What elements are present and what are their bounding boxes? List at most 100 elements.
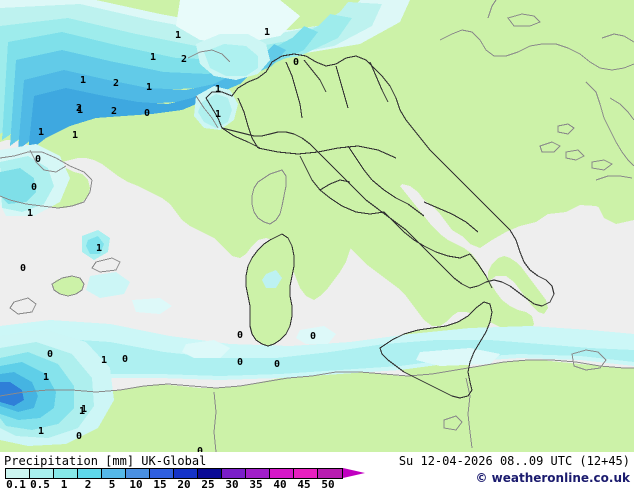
- border-africa-coast: [0, 359, 634, 397]
- coast-pantelleria: [443, 415, 463, 431]
- precip-label: 1: [37, 426, 45, 437]
- coast-islands-3: [539, 141, 561, 153]
- land-croatia-coast: [596, 176, 634, 224]
- forecast-datetime: Su 12-04-2026 08..09 UTC (12+45): [398, 454, 630, 468]
- border-region-piemonte: [237, 97, 259, 149]
- border-liguria: [221, 127, 261, 149]
- border-region-veneto: [335, 65, 349, 109]
- precip-label: 1: [42, 372, 50, 383]
- copyright-notice: © weatheronline.co.uk: [475, 471, 630, 485]
- border-region-emilia: [257, 145, 397, 159]
- color-swatch-10: [126, 469, 150, 478]
- coast-dalmatia: [595, 175, 633, 181]
- border-region-puglia: [423, 201, 479, 233]
- precip-label: 1: [263, 27, 271, 38]
- coast-italy-main: [205, 53, 555, 307]
- precip-blob-sea-4: [416, 348, 500, 366]
- precip-label: 1: [76, 105, 84, 116]
- border-france-italy: [195, 95, 219, 129]
- precip-label: 1: [78, 406, 86, 417]
- precip-label: 1: [26, 208, 34, 219]
- scale-tick-2: 2: [84, 478, 92, 490]
- map-borders: [0, 0, 634, 452]
- scale-tick-0.1: 0.1: [6, 478, 26, 490]
- precip-label: 0: [30, 182, 38, 193]
- scale-tick-45: 45: [297, 478, 311, 490]
- coast-islands-4: [565, 149, 585, 161]
- precip-label: 2: [112, 78, 120, 89]
- precip-blob-sea-1: [86, 272, 130, 298]
- precip-label: 0: [309, 331, 317, 342]
- precip-label: 0: [292, 57, 300, 68]
- precip-label: 0: [46, 349, 54, 360]
- color-swatch-30: [222, 469, 246, 478]
- border-france-spain: [0, 151, 93, 181]
- scale-tick-40: 40: [273, 478, 287, 490]
- land-calabria: [488, 256, 548, 314]
- color-swatch-25: [198, 469, 222, 478]
- precip-label: 0: [121, 354, 129, 365]
- color-swatch-0.5: [30, 469, 54, 478]
- precip-blob-sea-5: [132, 298, 172, 314]
- border-france-switz: [187, 49, 231, 63]
- color-swatch-15: [150, 469, 174, 478]
- coast-islands-5: [591, 159, 613, 171]
- precip-label: 1: [149, 52, 157, 63]
- color-scale-overflow-arrow: [343, 468, 365, 478]
- color-swatch-20: [174, 469, 198, 478]
- precip-label: 0: [143, 108, 151, 119]
- precip-label: 0: [236, 330, 244, 341]
- border-friuli: [369, 61, 389, 103]
- legend-title: Precipitation [mm] UK-Global: [4, 454, 207, 468]
- precip-label: 1: [100, 355, 108, 366]
- border-balkans-4: [609, 97, 634, 121]
- coast-mallorca: [51, 275, 85, 297]
- precip-liguria-inner: [198, 94, 232, 128]
- color-swatch-45: [294, 469, 318, 478]
- precip-band-15-nw: [28, 84, 220, 152]
- precip-label: 1: [95, 243, 103, 254]
- border-region-calabria: [469, 253, 493, 289]
- precip-blob-balearic-n2: [86, 236, 104, 254]
- land-north-africa: [0, 360, 634, 452]
- scale-tick-35: 35: [249, 478, 263, 490]
- precip-label: 0: [196, 446, 204, 453]
- precip-label: 1: [145, 82, 153, 93]
- scale-tick-30: 30: [225, 478, 239, 490]
- precip-label: 2: [75, 103, 83, 114]
- precip-blob-sea-3: [296, 326, 336, 344]
- color-swatch-40: [270, 469, 294, 478]
- scale-tick-5: 5: [108, 478, 116, 490]
- land-mallorca: [52, 276, 84, 296]
- color-swatch-35: [246, 469, 270, 478]
- coast-islands-1: [507, 13, 541, 27]
- land-corsica: [252, 170, 286, 224]
- precip-blob-sea-2: [182, 340, 230, 358]
- precip-label: 1: [37, 127, 45, 138]
- precip-blob-sardinia: [262, 270, 282, 288]
- precip-band-10-nw: [18, 64, 254, 150]
- color-swatch-0.1: [6, 469, 30, 478]
- coast-corsica: [251, 169, 287, 225]
- scale-tick-50: 50: [321, 478, 335, 490]
- precip-label: 0: [34, 154, 42, 165]
- coast-islands-2: [557, 123, 575, 135]
- map-footer: Precipitation [mm] UK-Global Su 12-04-20…: [0, 452, 634, 490]
- border-africa-internal: [213, 391, 217, 452]
- border-balkans-3: [601, 33, 634, 43]
- scale-tick-25: 25: [201, 478, 215, 490]
- scale-tick-20: 20: [177, 478, 191, 490]
- color-swatch-2: [78, 469, 102, 478]
- border-trentino: [303, 59, 327, 93]
- color-scale: 0.1 0.5 1 2 5 10 15 20 25 30 35 40 45 50: [5, 468, 365, 490]
- precip-label: 0: [75, 431, 83, 442]
- land-sardinia: [246, 234, 294, 346]
- border-region-abruzzo: [371, 179, 409, 205]
- border-molise: [407, 203, 425, 217]
- border-region-basilicata: [423, 245, 471, 259]
- coast-croatia: [585, 81, 634, 167]
- precip-label: 0: [236, 357, 244, 368]
- precip-label: 1: [174, 30, 182, 41]
